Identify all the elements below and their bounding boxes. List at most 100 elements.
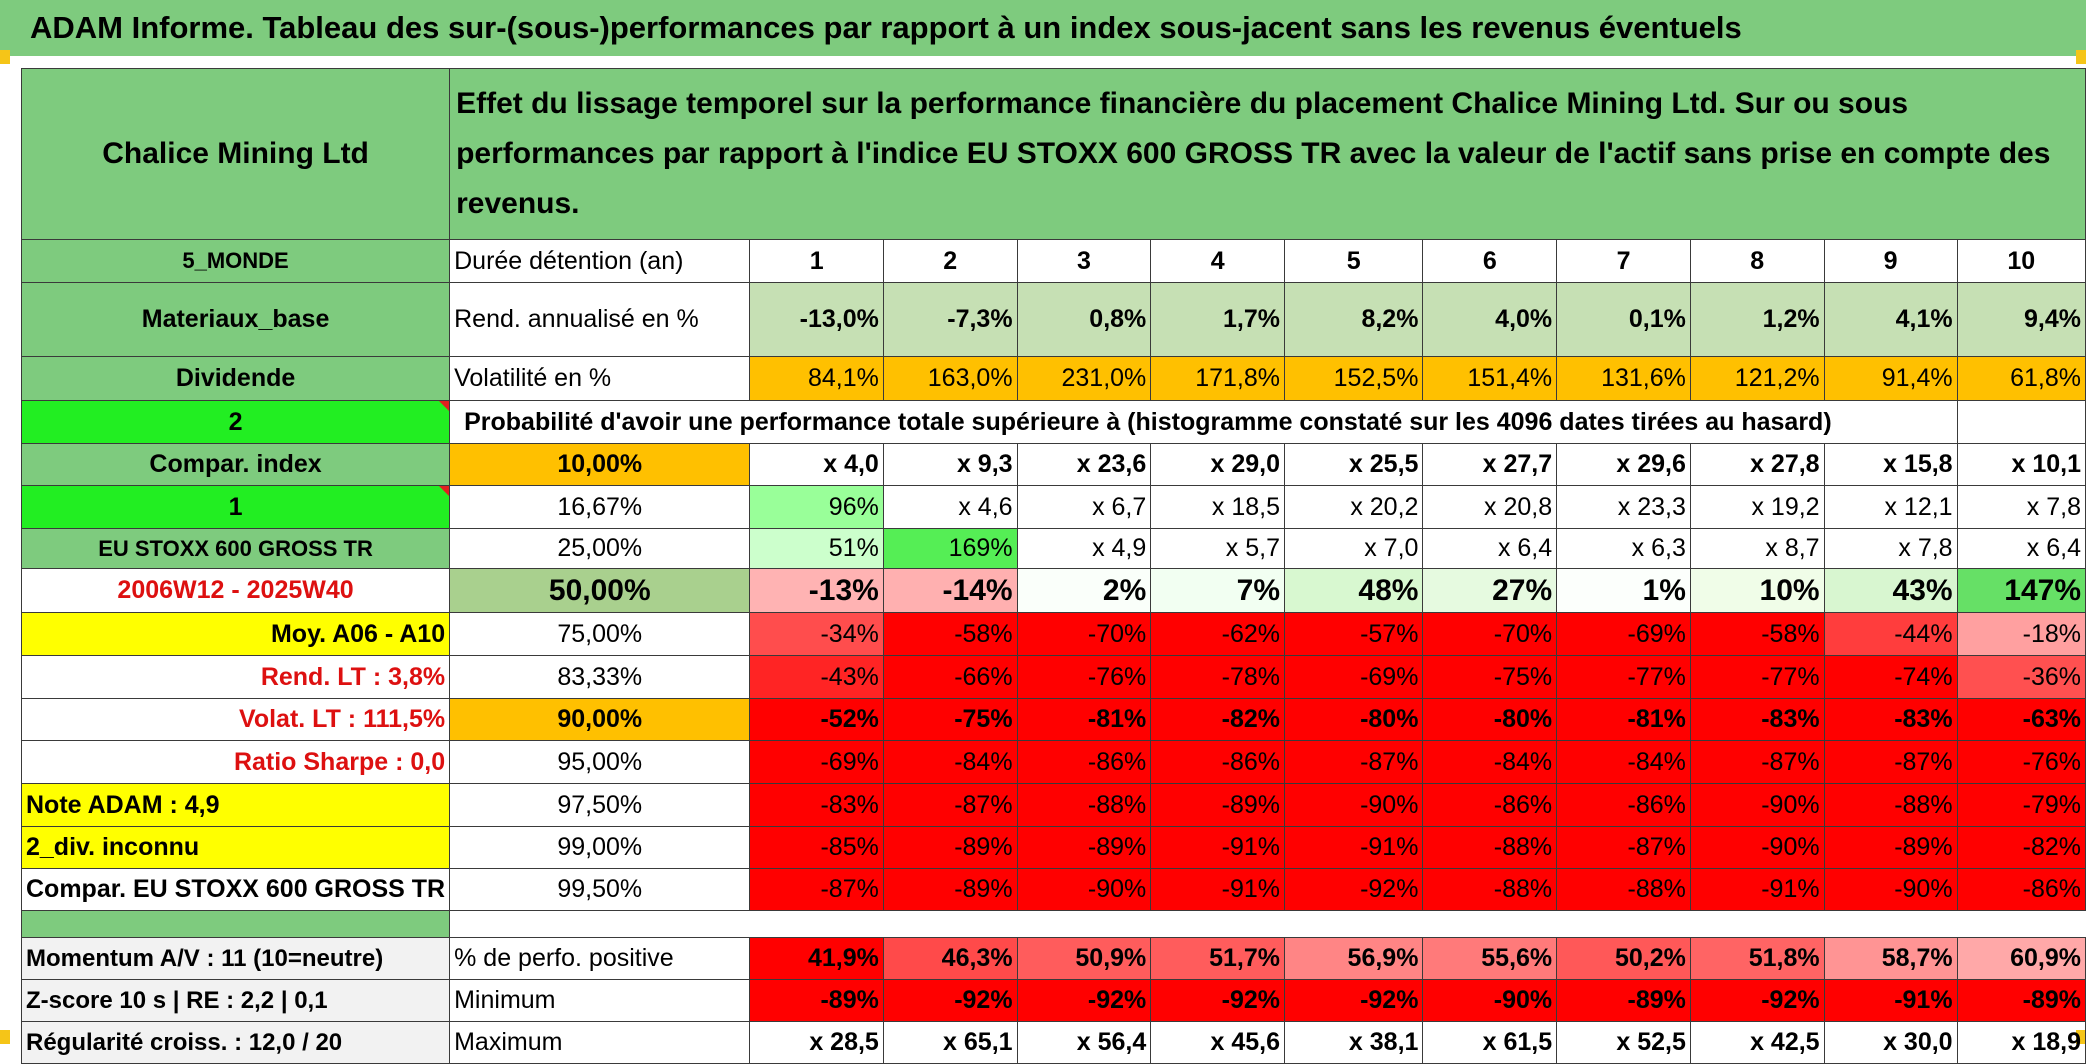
percentile-cell: -74% [1823, 655, 1958, 699]
year-header: 10 [1956, 239, 2086, 283]
percentile-cell: -89% [1016, 826, 1152, 869]
note-label: Note ADAM : 4,9 [20, 783, 451, 827]
percentile-cell: -87% [1556, 826, 1691, 869]
regularite-label: Régularité croiss. : 12,0 / 20 [20, 1021, 451, 1064]
year-header: 7 [1556, 239, 1691, 283]
percentile-cell: -80% [1422, 698, 1558, 741]
percentile-cell: -89% [882, 868, 1018, 911]
percentile-cell: 10% [1689, 568, 1825, 613]
percentile-cell: -84% [1422, 740, 1558, 784]
percentile-cell: -87% [1283, 740, 1424, 784]
percentile-cell: -89% [1823, 826, 1958, 869]
performance-table: Chalice Mining Ltd Effet du lissage temp… [20, 68, 2086, 1064]
percentile-cell: x 25,5 [1283, 443, 1424, 486]
percentile-cell: -34% [749, 612, 884, 656]
percentile-cell: x 27,8 [1689, 443, 1825, 486]
percentile-cell: x 7,8 [1823, 528, 1958, 569]
rend-cell: 9,4% [1956, 282, 2086, 357]
year-header: 1 [749, 239, 884, 283]
percentile-cell: -44% [1823, 612, 1958, 656]
percentile-cell: x 19,2 [1689, 485, 1825, 529]
volat-cell: 151,4% [1422, 356, 1558, 401]
percentile-label: 95,00% [449, 740, 751, 784]
left-edge-marker [0, 50, 10, 64]
percentile-cell: -83% [749, 783, 884, 827]
percentile-cell: -84% [1556, 740, 1691, 784]
minimum-label: Minimum [449, 979, 751, 1022]
percentile-cell: x 27,7 [1422, 443, 1558, 486]
compar-index-label: Compar. index [20, 443, 451, 486]
percentile-cell: -82% [1150, 698, 1285, 741]
minimum-cell: -92% [1283, 979, 1424, 1022]
momentum-label: Momentum A/V : 11 (10=neutre) [20, 937, 451, 980]
maximum-cell: x 28,5 [749, 1021, 884, 1064]
percentile-cell: -91% [1150, 826, 1285, 869]
percentile-cell: -77% [1556, 655, 1691, 699]
percentile-cell: -75% [882, 698, 1018, 741]
percentile-cell: -90% [1016, 868, 1152, 911]
positive-cell: 41,9% [749, 937, 884, 980]
percentile-cell: x 5,7 [1150, 528, 1285, 569]
duree-label: Durée détention (an) [449, 239, 751, 283]
spacer [450, 911, 2086, 938]
percentile-cell: x 23,3 [1556, 485, 1691, 529]
percentile-cell: x 7,8 [1956, 485, 2086, 529]
percentile-cell: -70% [1422, 612, 1558, 656]
asset-name: Chalice Mining Ltd [20, 68, 451, 240]
percentile-cell: -81% [1556, 698, 1691, 741]
percentile-cell: x 7,0 [1283, 528, 1424, 569]
positive-cell: 50,2% [1556, 937, 1691, 980]
rend-lt-label: Rend. LT : 3,8% [20, 655, 451, 699]
percentile-cell: 96% [749, 485, 884, 529]
minimum-cell: -89% [1556, 979, 1691, 1022]
percentile-cell: -13% [749, 568, 884, 613]
compar-label: Compar. EU STOXX 600 GROSS TR [20, 868, 451, 911]
positive-cell: 51,7% [1150, 937, 1285, 980]
minimum-cell: -89% [749, 979, 884, 1022]
percentile-cell: -90% [1689, 826, 1825, 869]
minimum-cell: -92% [1689, 979, 1825, 1022]
minimum-cell: -89% [1956, 979, 2086, 1022]
percentile-cell: -83% [1823, 698, 1958, 741]
percentile-cell: -76% [1956, 740, 2086, 784]
minimum-cell: -92% [1016, 979, 1152, 1022]
percentile-cell: x 6,4 [1956, 528, 2086, 569]
selector-one[interactable]: 1 [20, 485, 451, 529]
volat-cell: 152,5% [1283, 356, 1424, 401]
percentile-cell: -69% [1556, 612, 1691, 656]
percentile-cell: x 4,0 [749, 443, 884, 486]
rend-cell: 8,2% [1283, 282, 1424, 357]
volat-cell: 171,8% [1150, 356, 1285, 401]
percentile-cell: -88% [1422, 868, 1558, 911]
positive-cell: 58,7% [1823, 937, 1958, 980]
percentile-cell: 27% [1422, 568, 1558, 613]
percentile-cell: 48% [1283, 568, 1424, 613]
percentile-cell: x 6,3 [1556, 528, 1691, 569]
percentile-cell: -81% [1016, 698, 1152, 741]
maximum-cell: x 65,1 [882, 1021, 1018, 1064]
percentile-cell: -76% [1016, 655, 1152, 699]
percentile-cell: x 20,2 [1283, 485, 1424, 529]
percentile-cell: -69% [749, 740, 884, 784]
zscore-label: Z-score 10 s | RE : 2,2 | 0,1 [20, 979, 451, 1022]
selector-two[interactable]: 2 [20, 400, 451, 444]
rend-cell: 4,0% [1422, 282, 1558, 357]
percentile-cell: -66% [882, 655, 1018, 699]
rend-cell: -13,0% [749, 282, 884, 357]
sharpe-label: Ratio Sharpe : 0,0 [20, 740, 451, 784]
percentile-cell: 169% [882, 528, 1018, 569]
div-label: 2_div. inconnu [20, 826, 451, 869]
region-label: 5_MONDE [20, 239, 451, 283]
percentile-cell: x 12,1 [1823, 485, 1958, 529]
percentile-cell: -89% [1150, 783, 1285, 827]
minimum-cell: -92% [882, 979, 1018, 1022]
rend-cell: -7,3% [882, 282, 1018, 357]
percentile-cell: -88% [1016, 783, 1152, 827]
volat-lt-label: Volat. LT : 111,5% [20, 698, 451, 741]
moy-label: Moy. A06 - A10 [20, 612, 451, 656]
positive-cell: 56,9% [1283, 937, 1424, 980]
percentile-cell: -86% [1016, 740, 1152, 784]
rend-cell: 1,7% [1150, 282, 1285, 357]
percentile-cell: -90% [1823, 868, 1958, 911]
percentile-cell: -87% [749, 868, 884, 911]
